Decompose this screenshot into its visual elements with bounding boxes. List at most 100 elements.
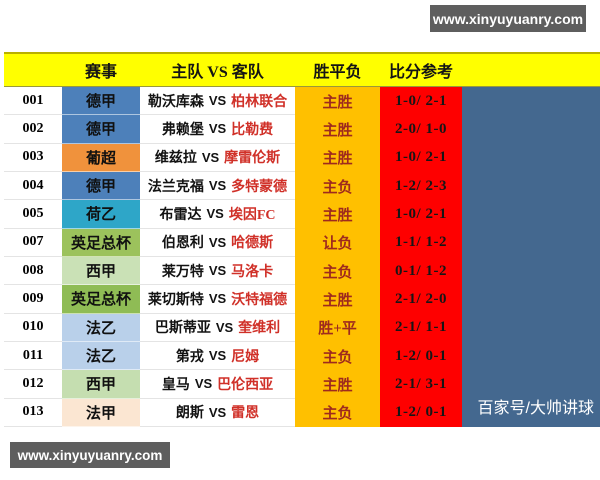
score-cell: 2-1/ 1-1 <box>380 313 462 342</box>
away-team: 摩雷伦斯 <box>224 151 281 167</box>
league-cell: 法乙 <box>62 313 140 342</box>
header-score-col: 比分参考 <box>388 64 453 81</box>
away-team: 多特蒙德 <box>231 179 288 195</box>
home-team: 布雷达 <box>159 207 202 223</box>
home-team: 法兰克福 <box>147 179 204 195</box>
home-team: 莱万特 <box>161 264 204 280</box>
score-cell: 2-1/ 2-0 <box>380 285 462 314</box>
table-row: 011 法乙 第戎 VS 尼姆 主负 1-2/ 0-1 <box>4 341 462 371</box>
teams-cell: 第戎 VS 尼姆 <box>140 341 295 371</box>
result-cell: 主胜 <box>295 87 380 116</box>
away-team: 奎维利 <box>238 321 281 337</box>
header-teams-col: 主队 VS 客队 <box>171 64 264 81</box>
result-cell: 主胜 <box>295 115 380 144</box>
match-number: 011 <box>4 341 62 371</box>
home-team: 弗赖堡 <box>161 122 204 138</box>
result-cell: 胜+平 <box>295 313 380 342</box>
table-row: 003 葡超 维兹拉 VS 摩雷伦斯 主胜 1-0/ 2-1 <box>4 143 462 172</box>
league-cell: 法甲 <box>62 398 140 427</box>
result-cell: 主胜 <box>295 370 380 399</box>
match-number: 013 <box>4 398 62 427</box>
teams-cell: 维兹拉 VS 摩雷伦斯 <box>140 143 295 172</box>
home-team: 维兹拉 <box>154 151 197 167</box>
score-cell: 1-0/ 2-1 <box>380 143 462 172</box>
away-team: 埃因FC <box>228 207 276 223</box>
teams-cell: 伯恩利 VS 哈德斯 <box>140 228 295 257</box>
table-row: 010 法乙 巴斯蒂亚 VS 奎维利 胜+平 2-1/ 1-1 <box>4 313 462 342</box>
score-cell: 1-2/ 0-1 <box>380 398 462 427</box>
score-cell: 2-0/ 1-0 <box>380 115 462 144</box>
home-team: 皇马 <box>161 377 190 393</box>
side-panel: 百家号/大帅讲球 <box>462 87 600 427</box>
vs-label: VS <box>201 149 220 165</box>
vs-label: VS <box>208 291 227 307</box>
table-row: 001 德甲 勒沃库森 VS 柏林联合 主胜 1-0/ 2-1 <box>4 87 462 116</box>
table-row: 005 荷乙 布雷达 VS 埃因FC 主胜 1-0/ 2-1 <box>4 200 462 229</box>
vs-label: VS <box>208 121 227 137</box>
credit-text: 百家号/大帅讲球 <box>477 400 594 417</box>
result-cell: 主胜 <box>295 200 380 229</box>
result-cell: 主胜 <box>295 285 380 314</box>
table-row: 008 西甲 莱万特 VS 马洛卡 主负 0-1/ 1-2 <box>4 256 462 286</box>
teams-cell: 巴斯蒂亚 VS 奎维利 <box>140 313 295 342</box>
vs-label: VS <box>208 93 227 109</box>
away-team: 比勒费 <box>231 122 274 138</box>
home-team: 莱切斯特 <box>147 292 204 308</box>
league-cell: 德甲 <box>62 87 140 116</box>
result-cell: 让负 <box>295 228 380 257</box>
league-cell: 德甲 <box>62 171 140 201</box>
away-team: 哈德斯 <box>231 236 274 252</box>
vs-label: VS <box>208 348 227 364</box>
table-row: 013 法甲 朗斯 VS 雷恩 主负 1-2/ 0-1 <box>4 398 462 427</box>
teams-cell: 勒沃库森 VS 柏林联合 <box>140 87 295 116</box>
match-number: 001 <box>4 87 62 116</box>
vs-label: VS <box>208 404 227 420</box>
match-number: 010 <box>4 313 62 342</box>
score-cell: 1-2/ 0-1 <box>380 341 462 371</box>
teams-cell: 莱万特 VS 马洛卡 <box>140 256 295 286</box>
result-cell: 主负 <box>295 398 380 427</box>
result-cell: 主胜 <box>295 143 380 172</box>
home-team: 朗斯 <box>175 406 204 422</box>
table-header: 赛事 主队 VS 客队 胜平负 比分参考 <box>4 52 600 87</box>
away-team: 沃特福德 <box>231 292 288 308</box>
league-cell: 英足总杯 <box>62 228 140 257</box>
league-cell: 德甲 <box>62 115 140 144</box>
score-cell: 0-1/ 1-2 <box>380 256 462 286</box>
vs-label: VS <box>208 263 227 279</box>
teams-cell: 朗斯 VS 雷恩 <box>140 398 295 427</box>
header-result-col: 胜平负 <box>313 64 362 81</box>
match-number: 008 <box>4 256 62 286</box>
table-row: 004 德甲 法兰克福 VS 多特蒙德 主负 1-2/ 2-3 <box>4 171 462 201</box>
match-number: 005 <box>4 200 62 229</box>
league-cell: 葡超 <box>62 143 140 172</box>
match-number: 004 <box>4 171 62 201</box>
vs-label: VS <box>194 376 213 392</box>
away-team: 尼姆 <box>231 349 260 365</box>
away-team: 柏林联合 <box>231 94 288 110</box>
league-cell: 英足总杯 <box>62 285 140 314</box>
teams-cell: 布雷达 VS 埃因FC <box>140 200 295 229</box>
score-cell: 1-2/ 2-3 <box>380 171 462 201</box>
vs-label: VS <box>206 206 224 222</box>
match-number: 012 <box>4 370 62 399</box>
result-cell: 主负 <box>295 341 380 371</box>
home-team: 巴斯蒂亚 <box>154 321 211 337</box>
home-team: 伯恩利 <box>161 236 204 252</box>
league-cell: 西甲 <box>62 256 140 286</box>
score-cell: 2-1/ 3-1 <box>380 370 462 399</box>
home-team: 勒沃库森 <box>147 94 204 110</box>
table-body: 001 德甲 勒沃库森 VS 柏林联合 主胜 1-0/ 2-1 002 德甲 弗… <box>4 87 462 427</box>
away-team: 马洛卡 <box>231 264 274 280</box>
watermark-bottom: www.xinyuyuanry.com <box>10 442 170 468</box>
teams-cell: 莱切斯特 VS 沃特福德 <box>140 285 295 314</box>
match-number: 003 <box>4 143 62 172</box>
home-team: 第戎 <box>175 349 204 365</box>
table-row: 009 英足总杯 莱切斯特 VS 沃特福德 主胜 2-1/ 2-0 <box>4 285 462 314</box>
vs-label: VS <box>208 178 227 194</box>
table-row: 012 西甲 皇马 VS 巴伦西亚 主胜 2-1/ 3-1 <box>4 370 462 399</box>
match-number: 007 <box>4 228 62 257</box>
away-team: 巴伦西亚 <box>217 377 274 393</box>
teams-cell: 法兰克福 VS 多特蒙德 <box>140 171 295 201</box>
